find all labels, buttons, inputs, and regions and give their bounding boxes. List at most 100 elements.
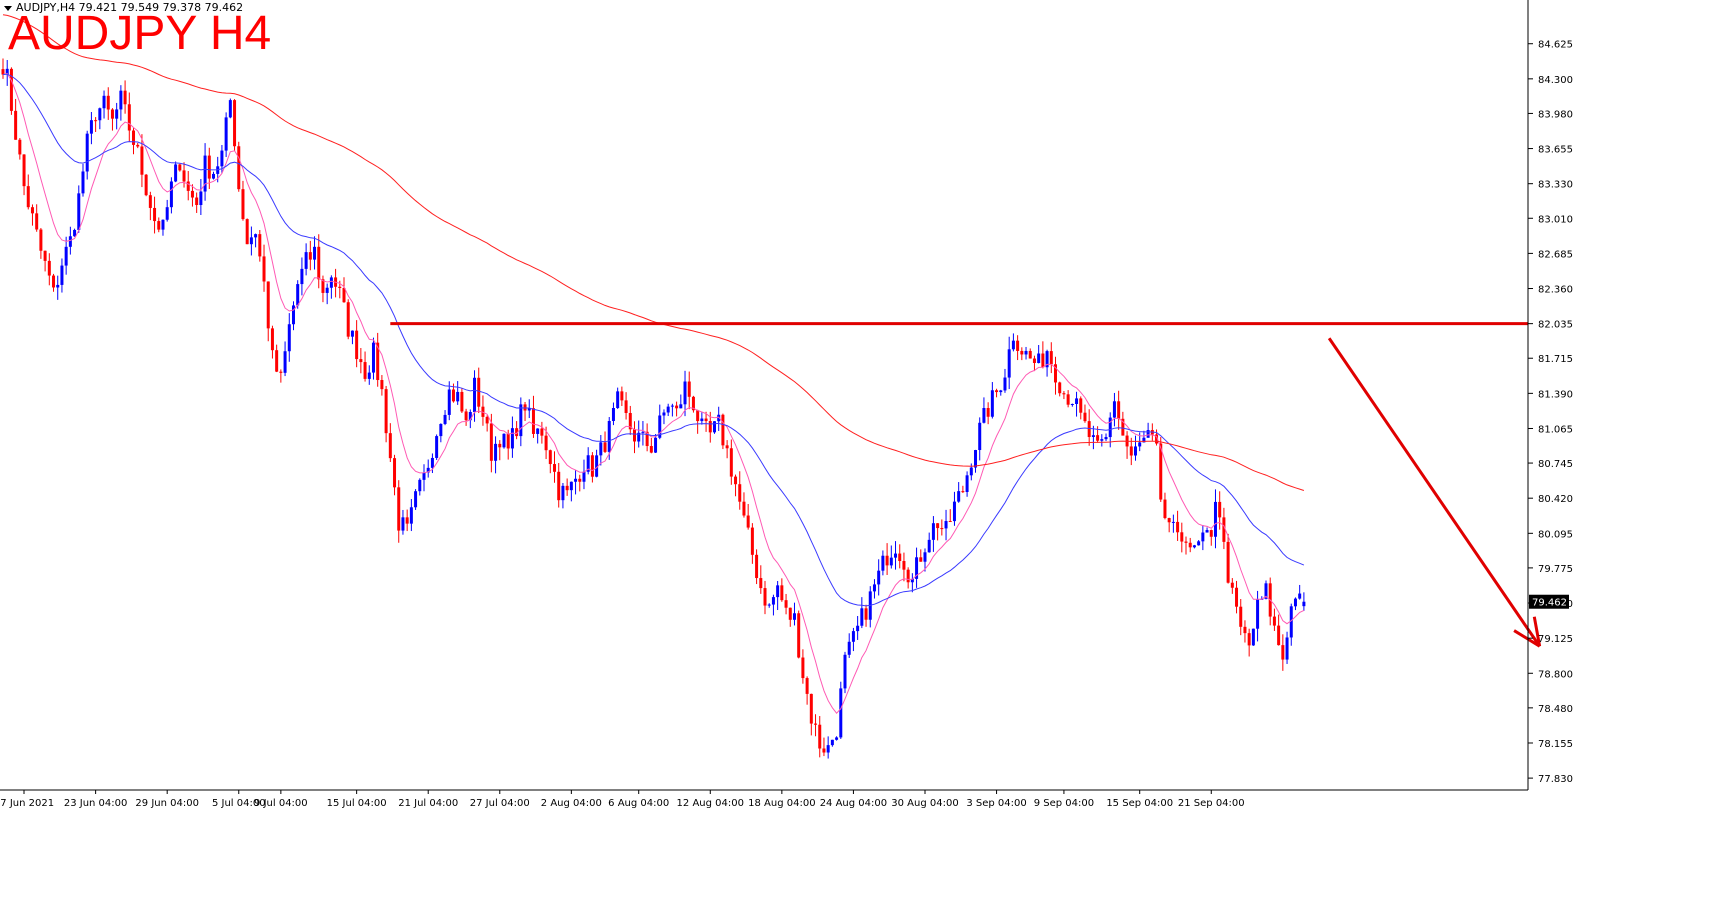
candle-body bbox=[927, 539, 931, 553]
candle-body bbox=[355, 330, 359, 360]
candle-body bbox=[565, 485, 569, 491]
candle-body bbox=[982, 408, 986, 423]
candle-body bbox=[1133, 446, 1137, 456]
candle-body bbox=[881, 555, 885, 571]
candle-body bbox=[1100, 439, 1104, 441]
candle-body bbox=[174, 164, 178, 182]
candle-body bbox=[81, 171, 85, 194]
candle-body bbox=[1108, 417, 1112, 438]
candle-body bbox=[628, 412, 632, 430]
candle-body bbox=[136, 144, 140, 147]
candle-body bbox=[14, 110, 18, 140]
candle-body bbox=[729, 448, 733, 477]
candle-body bbox=[123, 90, 127, 105]
candle-body bbox=[148, 195, 152, 208]
moving-average-blue-line bbox=[2, 73, 1305, 607]
candle-body bbox=[830, 739, 834, 746]
candle-body bbox=[199, 191, 203, 206]
y-tick-label: 78.480 bbox=[1538, 704, 1573, 715]
y-tick-label: 83.980 bbox=[1538, 109, 1573, 120]
candle-body bbox=[742, 501, 746, 516]
candle-body bbox=[624, 400, 628, 413]
candle-body bbox=[245, 219, 249, 245]
candle-body bbox=[805, 678, 809, 694]
dropdown-triangle-icon[interactable] bbox=[4, 5, 12, 11]
candle-body bbox=[384, 389, 388, 434]
candle-body bbox=[283, 351, 287, 373]
candle-body bbox=[995, 390, 999, 393]
candle-body bbox=[94, 120, 98, 122]
candle-body bbox=[1032, 358, 1036, 364]
candle-body bbox=[734, 476, 738, 485]
candle-body bbox=[965, 475, 969, 492]
candle-body bbox=[498, 443, 502, 448]
trend-arrow-head-right bbox=[1532, 616, 1542, 647]
candle-body bbox=[687, 381, 691, 397]
candle-body bbox=[304, 252, 308, 269]
candle-body bbox=[645, 431, 649, 447]
candles-layer bbox=[1, 58, 1306, 759]
x-tick-label: 9 Sep 04:00 bbox=[1034, 798, 1094, 809]
candle-body bbox=[317, 246, 321, 280]
candle-body bbox=[691, 396, 695, 411]
candle-body bbox=[675, 405, 679, 409]
x-tick-label: 21 Jul 04:00 bbox=[398, 798, 458, 809]
candle-body bbox=[915, 557, 919, 579]
x-tick-label: 30 Aug 04:00 bbox=[891, 798, 958, 809]
candle-body bbox=[1138, 442, 1142, 447]
candle-body bbox=[279, 371, 283, 373]
candle-body bbox=[1201, 532, 1205, 542]
candle-body bbox=[451, 389, 455, 402]
candle-body bbox=[89, 120, 93, 134]
candle-body bbox=[957, 491, 961, 502]
candle-body bbox=[1285, 637, 1289, 660]
candle-body bbox=[712, 421, 716, 433]
y-tick-label: 83.010 bbox=[1538, 214, 1573, 225]
y-tick-label: 81.715 bbox=[1538, 354, 1573, 365]
candle-body bbox=[1218, 501, 1222, 518]
candle-body bbox=[784, 600, 788, 608]
candle-body bbox=[936, 523, 940, 529]
candle-body bbox=[1, 69, 5, 75]
candle-body bbox=[898, 553, 902, 562]
candle-body bbox=[106, 95, 110, 110]
candle-body bbox=[1289, 606, 1293, 638]
candle-body bbox=[426, 467, 430, 473]
candle-body bbox=[607, 420, 611, 452]
candle-body bbox=[885, 555, 889, 566]
candle-body bbox=[502, 433, 506, 448]
candle-body bbox=[494, 443, 498, 461]
x-tick-label: 18 Aug 04:00 bbox=[748, 798, 815, 809]
y-tick-label: 80.095 bbox=[1538, 529, 1573, 540]
candle-body bbox=[856, 625, 860, 632]
candle-body bbox=[456, 391, 460, 402]
moving-averages-layer bbox=[2, 14, 1305, 714]
candle-body bbox=[872, 584, 876, 592]
candle-body bbox=[586, 455, 590, 472]
candle-body bbox=[1302, 601, 1306, 607]
candle-body bbox=[1117, 401, 1121, 419]
y-tick-label: 83.655 bbox=[1538, 145, 1573, 156]
annotations-layer bbox=[390, 322, 1542, 648]
y-tick-label: 78.155 bbox=[1538, 739, 1573, 750]
candle-body bbox=[376, 342, 380, 381]
candle-body bbox=[776, 585, 780, 598]
candle-body bbox=[986, 408, 990, 417]
candle-body bbox=[851, 631, 855, 642]
candle-body bbox=[616, 391, 620, 408]
candle-body bbox=[506, 433, 510, 449]
candle-body bbox=[1298, 593, 1302, 599]
candle-body bbox=[241, 189, 245, 220]
candle-body bbox=[1049, 351, 1053, 365]
candle-body bbox=[822, 748, 826, 753]
candle-body bbox=[919, 557, 923, 562]
y-tick-label: 80.420 bbox=[1538, 494, 1573, 505]
candle-body bbox=[1070, 403, 1074, 405]
y-tick-label: 78.800 bbox=[1538, 669, 1573, 680]
candle-body bbox=[788, 607, 792, 620]
candle-body bbox=[325, 287, 329, 293]
candle-body bbox=[321, 279, 325, 293]
candle-body bbox=[262, 256, 266, 282]
